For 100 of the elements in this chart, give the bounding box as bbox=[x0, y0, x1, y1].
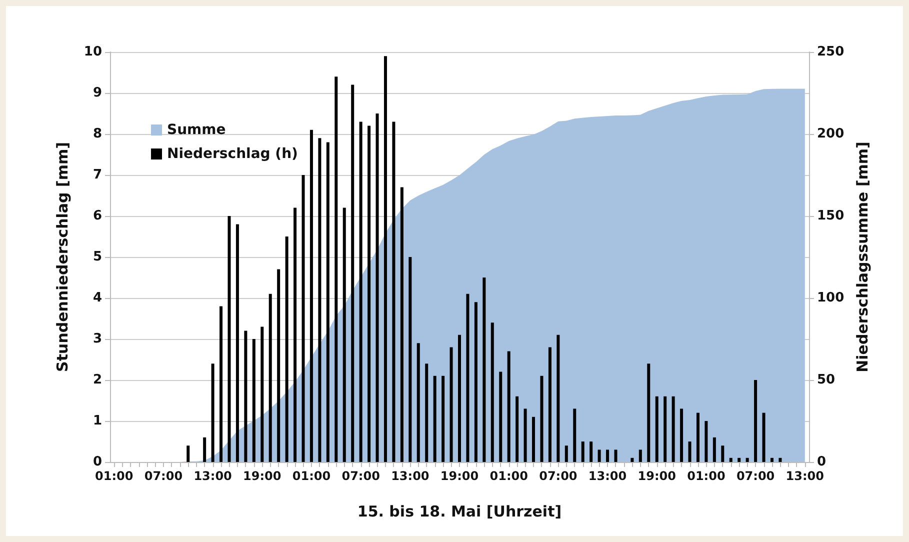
bar bbox=[564, 446, 568, 462]
bar bbox=[499, 372, 502, 462]
y-tick-label: 1 bbox=[92, 414, 102, 428]
y-tick-label: 3 bbox=[92, 332, 102, 346]
bar bbox=[211, 364, 214, 462]
legend-label: Summe bbox=[167, 122, 226, 138]
x-tick-label: 01:00 bbox=[292, 469, 331, 483]
x-tick-label: 07:00 bbox=[144, 469, 183, 483]
x-tick-label: 19:00 bbox=[440, 469, 479, 483]
y-tick-label: 8 bbox=[92, 126, 102, 142]
y-tick-label: 6 bbox=[92, 208, 102, 224]
bar bbox=[729, 458, 732, 462]
y-tick-label: 0 bbox=[92, 454, 102, 470]
bar bbox=[647, 364, 650, 462]
x-tick-label: 07:00 bbox=[736, 469, 775, 483]
bar bbox=[310, 130, 313, 462]
bar bbox=[294, 208, 297, 462]
bar bbox=[384, 56, 387, 462]
bar bbox=[688, 442, 692, 462]
bar bbox=[598, 450, 601, 462]
bar bbox=[638, 450, 642, 462]
bar bbox=[696, 412, 700, 462]
y-tick-label: 7 bbox=[92, 168, 102, 182]
bar bbox=[400, 187, 404, 462]
x-tick-label: 07:00 bbox=[342, 469, 380, 483]
bar bbox=[285, 236, 288, 462]
x-tick-label: 07:00 bbox=[539, 469, 578, 483]
bar bbox=[680, 408, 684, 462]
bar bbox=[450, 347, 453, 462]
bar bbox=[277, 269, 280, 462]
bar bbox=[466, 294, 470, 462]
bar bbox=[746, 458, 749, 462]
bar bbox=[556, 334, 560, 462]
x-axis-title: 15. bis 18. Mai [Uhrzeit] bbox=[357, 502, 562, 520]
bar bbox=[655, 396, 658, 462]
bar bbox=[244, 330, 248, 462]
bar bbox=[482, 278, 486, 462]
y-tick-label: 10 bbox=[84, 44, 102, 60]
bar bbox=[721, 446, 724, 462]
y2-tick-label: 250 bbox=[817, 44, 844, 60]
bar bbox=[630, 458, 634, 462]
bar bbox=[778, 458, 782, 462]
bar bbox=[770, 458, 774, 462]
bar bbox=[442, 376, 445, 462]
bar bbox=[614, 450, 618, 462]
x-tick-label: 01:00 bbox=[95, 469, 134, 483]
bar bbox=[704, 421, 708, 462]
y-axis-title: Stundenniederschlag [mm] bbox=[54, 142, 72, 372]
x-tick-label: 19:00 bbox=[638, 469, 676, 483]
bar bbox=[334, 76, 338, 462]
bar bbox=[236, 224, 239, 462]
bar bbox=[220, 306, 223, 462]
bar bbox=[268, 294, 272, 462]
x-tick-label: 13:00 bbox=[588, 469, 627, 483]
bar bbox=[507, 351, 510, 462]
y2-tick-label: 0 bbox=[817, 454, 826, 470]
y2-tick-label: 200 bbox=[817, 126, 844, 142]
bar bbox=[664, 396, 667, 462]
bar bbox=[606, 450, 610, 462]
bar bbox=[712, 437, 716, 462]
bar bbox=[738, 458, 741, 462]
x-tick-label: 01:00 bbox=[490, 469, 528, 483]
y-tick-label: 4 bbox=[92, 290, 102, 306]
bar bbox=[368, 126, 371, 462]
bar bbox=[252, 339, 256, 462]
bar bbox=[548, 347, 552, 462]
bar bbox=[326, 142, 330, 462]
bar bbox=[260, 326, 264, 462]
bar bbox=[474, 302, 478, 462]
bar bbox=[342, 208, 346, 462]
bar bbox=[458, 334, 461, 462]
bar bbox=[318, 138, 322, 462]
bar bbox=[228, 216, 231, 462]
x-tick-label: 19:00 bbox=[243, 469, 282, 483]
bar bbox=[540, 376, 544, 462]
y-tick-label: 9 bbox=[92, 86, 102, 100]
bar bbox=[203, 437, 206, 462]
bar bbox=[425, 364, 428, 462]
bar bbox=[524, 408, 527, 462]
bar bbox=[573, 408, 576, 462]
bar bbox=[433, 376, 436, 462]
x-tick-label: 13:00 bbox=[391, 469, 430, 483]
bar bbox=[490, 322, 494, 462]
bar bbox=[186, 446, 190, 462]
bar bbox=[392, 122, 396, 462]
y2-axis-title: Niederschlagssumme [mm] bbox=[854, 142, 872, 372]
bar bbox=[359, 122, 362, 462]
x-tick-label: 13:00 bbox=[194, 469, 232, 483]
bar bbox=[754, 380, 758, 462]
y-tick-label: 2 bbox=[92, 372, 102, 388]
legend-label: Niederschlag (h) bbox=[167, 146, 298, 162]
bar bbox=[672, 396, 675, 462]
x-tick-label: 13:00 bbox=[786, 469, 824, 483]
y2-tick-label: 50 bbox=[817, 372, 836, 388]
y-tick-label: 5 bbox=[92, 250, 102, 264]
bar bbox=[408, 257, 412, 462]
x-tick-label: 01:00 bbox=[687, 469, 726, 483]
y2-tick-label: 150 bbox=[817, 208, 844, 224]
bar bbox=[351, 84, 354, 462]
bar bbox=[762, 412, 766, 462]
